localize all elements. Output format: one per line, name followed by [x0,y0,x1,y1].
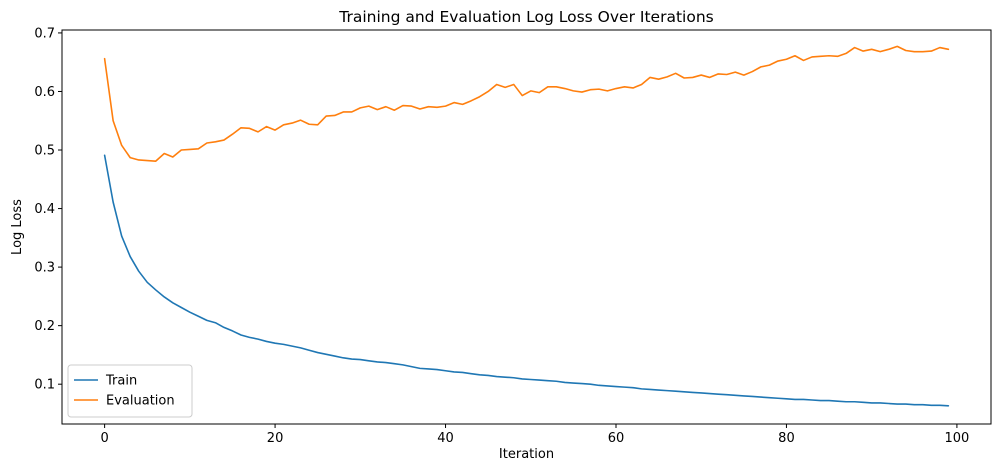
legend-label-train: Train [105,374,137,389]
y-axis-label: Log Loss [10,199,25,255]
y-tick-label: 0.2 [34,319,55,334]
axis-ticks: 0 20 40 60 80 100 0.1 0.2 0.3 0.4 0.5 0.6 0.7 [34,26,969,446]
x-axis-label: Iteration [499,447,554,462]
x-tick-label: 80 [778,431,795,446]
y-tick-label: 0.4 [34,202,55,217]
x-tick-label: 0 [100,431,108,446]
x-tick-label: 60 [608,431,625,446]
legend: Train Evaluation [67,364,193,418]
legend-label-evaluation: Evaluation [106,394,175,409]
chart-title: Training and Evaluation Log Loss Over It… [338,8,713,26]
y-tick-label: 0.5 [34,144,55,159]
legend-box [67,364,193,418]
plot-area [103,45,950,407]
x-tick-label: 20 [267,431,284,446]
series-line-evaluation [103,45,950,162]
series-line-train [103,154,950,407]
y-tick-label: 0.6 [34,85,55,100]
y-tick-label: 0.3 [34,261,55,276]
axes-frame [61,29,992,425]
x-tick-label: 100 [944,431,969,446]
y-tick-label: 0.1 [34,378,55,393]
x-tick-label: 40 [437,431,454,446]
y-tick-label: 0.7 [34,26,55,41]
